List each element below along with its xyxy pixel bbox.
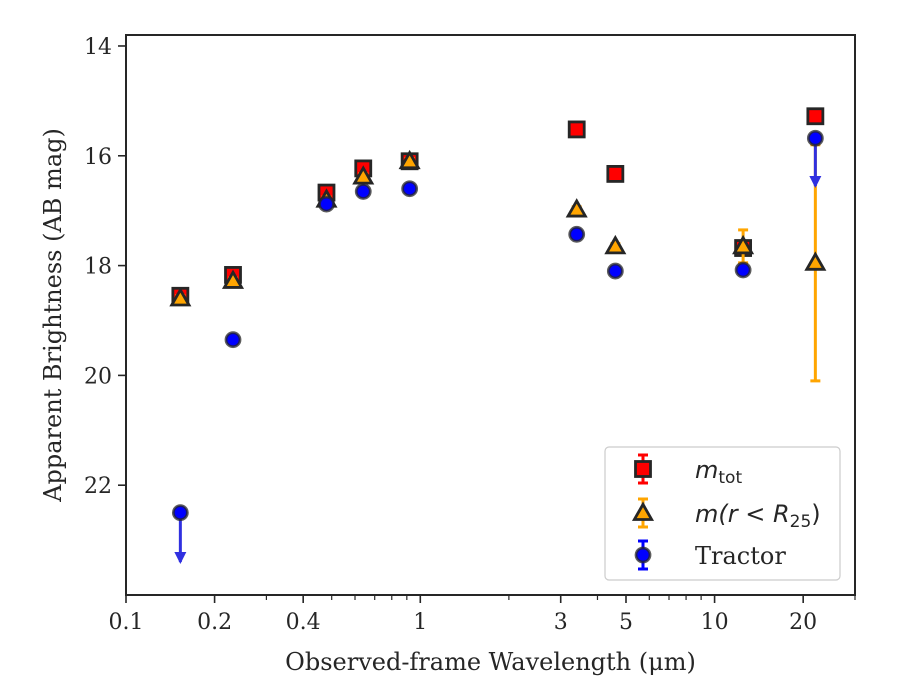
- data-point: [171, 504, 189, 522]
- legend-marker: [634, 546, 652, 564]
- series-series0: [171, 107, 825, 305]
- data-point: [604, 234, 627, 255]
- legend-marker: [631, 501, 655, 521]
- y-tick-label: 22: [84, 474, 112, 499]
- y-tick-label: 18: [84, 255, 112, 280]
- series-tractor: [171, 129, 824, 565]
- data-point: [568, 225, 586, 243]
- data-point: [318, 195, 335, 213]
- upper-limit-arrowhead: [809, 175, 822, 188]
- x-tick-label: 0.4: [286, 610, 321, 635]
- data-point: [567, 120, 586, 139]
- x-axis-label: Observed-frame Wavelength (μm): [285, 648, 696, 676]
- legend: mtot m(r < R25) Tractor: [604, 446, 841, 581]
- data-point: [565, 198, 588, 218]
- data-point: [401, 180, 419, 198]
- data-point: [606, 165, 625, 183]
- y-tick-label: 20: [84, 364, 112, 389]
- data-point: [398, 149, 421, 170]
- x-tick-label: 20: [789, 610, 817, 635]
- plot-frame: [125, 34, 856, 596]
- x-tick-label: 0.2: [197, 610, 232, 635]
- data-point: [806, 129, 824, 147]
- legend-label: m(r < R25): [695, 500, 821, 532]
- x-tick-label: 3: [554, 610, 568, 635]
- data-point: [806, 107, 825, 126]
- x-tick-label: 5: [619, 610, 633, 635]
- x-tick-label: 0.1: [109, 610, 144, 635]
- data-point: [354, 183, 372, 200]
- data-point: [606, 262, 624, 280]
- data-point: [734, 261, 752, 279]
- data-point: [169, 287, 192, 307]
- y-tick-label: 16: [84, 145, 112, 170]
- legend-marker: [634, 460, 652, 478]
- data-point: [224, 331, 242, 349]
- y-axis-label: Apparent Brightness (AB mag): [39, 128, 67, 503]
- data-point: [221, 269, 245, 289]
- legend-label: mtot: [695, 456, 742, 488]
- data-point: [804, 251, 827, 271]
- y-tick-label: 14: [84, 35, 112, 60]
- legend-label: Tractor: [695, 542, 786, 570]
- legend-box: [604, 446, 841, 581]
- x-tick-label: 1: [413, 610, 427, 635]
- series-series1: [169, 143, 827, 383]
- data-point: [732, 234, 755, 255]
- data-marks: [169, 107, 827, 565]
- axis-ticks: 0.1 0.2 0.4 1 3 5 10 20 14 16 18 20 22: [84, 35, 856, 635]
- upper-limit-arrowhead: [174, 552, 187, 565]
- x-tick-label: 10: [701, 610, 729, 635]
